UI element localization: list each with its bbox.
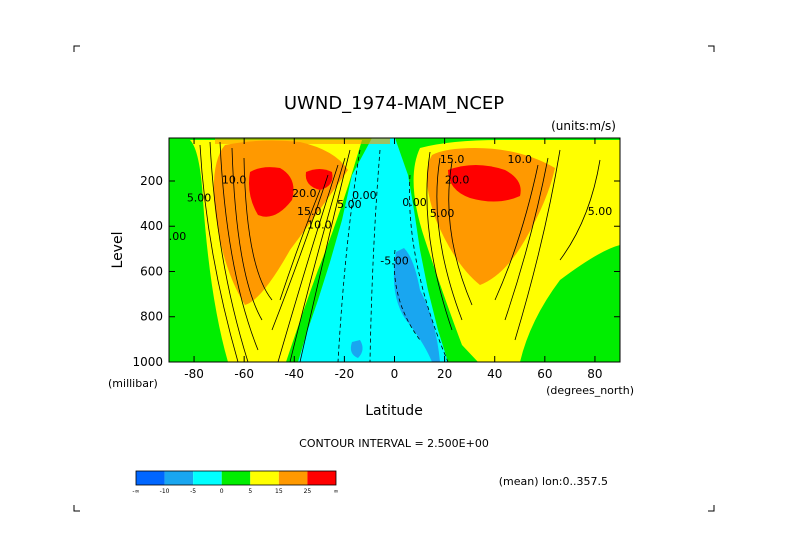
colorbar-label: 5 <box>248 488 252 495</box>
y-tick-label: 1000 <box>132 355 163 369</box>
units-label: (units:m/s) <box>551 119 616 133</box>
contour-label: 20.0 <box>445 173 470 186</box>
y-tick-label: 200 <box>140 174 163 188</box>
colorbar-swatch <box>136 471 165 485</box>
contour-field: 10.05.000.0020.015.010.05.000.00-5.000.0… <box>162 138 620 362</box>
colorbar-label: ∞ <box>334 488 339 495</box>
band-red-south-1 <box>249 167 294 217</box>
colorbar-swatch <box>164 471 194 485</box>
y-tick-label: 600 <box>140 264 163 278</box>
negative-contours <box>337 149 449 362</box>
contour-label: 5.00 <box>430 207 455 220</box>
band-red-north <box>448 165 521 202</box>
colorbar-label: 25 <box>304 488 312 495</box>
chart-title: UWND_1974-MAM_NCEP <box>284 93 504 114</box>
y-unit-label: (millibar) <box>108 377 158 390</box>
band-red-south-2 <box>305 169 333 190</box>
colorbar-label: 0 <box>220 488 224 495</box>
x-tick-label: 40 <box>487 367 502 381</box>
colorbar-swatch <box>193 471 222 485</box>
crop-marks <box>73 45 715 512</box>
top-strip-dark <box>215 138 390 144</box>
colorbar-swatch <box>307 471 336 485</box>
contour-label: 0.00 <box>162 230 187 243</box>
colorbar-label: -10 <box>160 488 170 495</box>
y-tick-label: 800 <box>140 310 163 324</box>
colorbar-label: 15 <box>275 488 283 495</box>
contour-label: 10.0 <box>307 219 332 232</box>
x-tick-label: 60 <box>537 367 552 381</box>
x-tick-label: -60 <box>234 367 254 381</box>
contour-lines <box>199 141 601 362</box>
footer-note: (mean) lon:0..357.5 <box>499 475 608 488</box>
contour-label: 5.00 <box>337 198 362 211</box>
contour-label: 5.00 <box>187 191 212 204</box>
band-blue-tropics <box>393 248 440 362</box>
y-axis-label: Level <box>110 232 126 269</box>
colorbar: -∞ -10 -5 0 5 15 25 ∞ <box>132 470 339 495</box>
contour-label: 0.00 <box>402 196 427 209</box>
colorbar-swatch <box>278 471 308 485</box>
y-axis-ticks: 200 400 600 800 1000 <box>132 174 620 369</box>
contour-label: 15.0 <box>297 205 322 218</box>
contour-label: 0.00 <box>352 189 377 202</box>
colorbar-swatch <box>250 471 279 485</box>
colorbar-label: -∞ <box>132 488 139 495</box>
y-tick-label: 400 <box>140 219 163 233</box>
x-axis-label: Latitude <box>365 403 423 419</box>
contour-label-layer: 10.05.000.0020.015.010.05.000.00-5.000.0… <box>162 153 613 268</box>
colorbar-label: -5 <box>190 488 196 495</box>
contour-interval-text: CONTOUR INTERVAL = 2.500E+00 <box>299 437 489 450</box>
contour-label: 10.0 <box>222 173 247 186</box>
x-tick-label: -80 <box>184 367 204 381</box>
x-tick-label: 20 <box>437 367 452 381</box>
x-axis-ticks: -80 -60 -40 -20 0 20 40 60 80 <box>184 138 603 381</box>
contour-label: 5.00 <box>588 205 613 218</box>
x-tick-label: 80 <box>587 367 602 381</box>
contour-label: 15.0 <box>440 153 465 166</box>
x-tick-label: -40 <box>284 367 304 381</box>
x-tick-label: 0 <box>391 367 399 381</box>
x-unit-label: (degrees_north) <box>546 384 634 397</box>
x-tick-label: -20 <box>335 367 355 381</box>
colorbar-swatch <box>221 471 251 485</box>
contour-label: -5.00 <box>380 255 408 268</box>
contour-label: 10.0 <box>508 153 533 166</box>
band-blue-small <box>350 340 363 358</box>
contour-label: 20.0 <box>292 187 317 200</box>
colorbar-frame <box>135 470 337 486</box>
